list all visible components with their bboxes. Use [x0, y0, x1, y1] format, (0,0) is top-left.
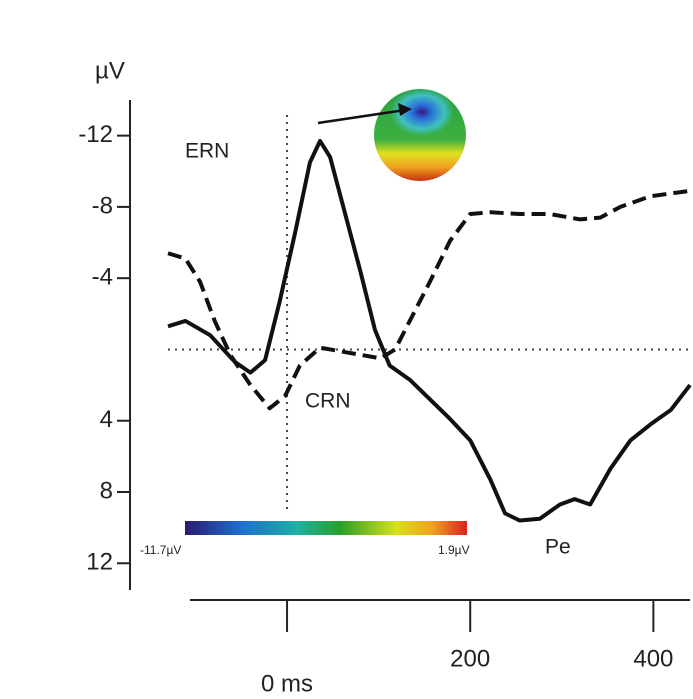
line-series — [167, 188, 691, 411]
y-axis-label: µV — [95, 57, 125, 84]
y-tick-label: 8 — [100, 477, 113, 504]
topography — [317, 88, 466, 181]
y-tick-label: -4 — [92, 264, 113, 291]
line-series — [167, 138, 692, 523]
x-tick-label: 0 ms — [261, 670, 313, 697]
x-tick-label: 400 — [633, 645, 673, 672]
y-tick-label: 4 — [100, 406, 113, 433]
y-tick-label: -12 — [78, 121, 113, 148]
colorbar-max: 1.9µV — [438, 543, 470, 557]
annotation: Pe — [545, 536, 571, 559]
annotation: ERN — [185, 140, 229, 163]
y-tick-label: 12 — [86, 549, 113, 576]
x-tick-label: 200 — [450, 645, 490, 672]
y-tick-label: -8 — [92, 192, 113, 219]
colorbar — [185, 521, 467, 535]
colorbar-min: -11.7µV — [140, 543, 181, 557]
annotation: CRN — [305, 390, 351, 413]
